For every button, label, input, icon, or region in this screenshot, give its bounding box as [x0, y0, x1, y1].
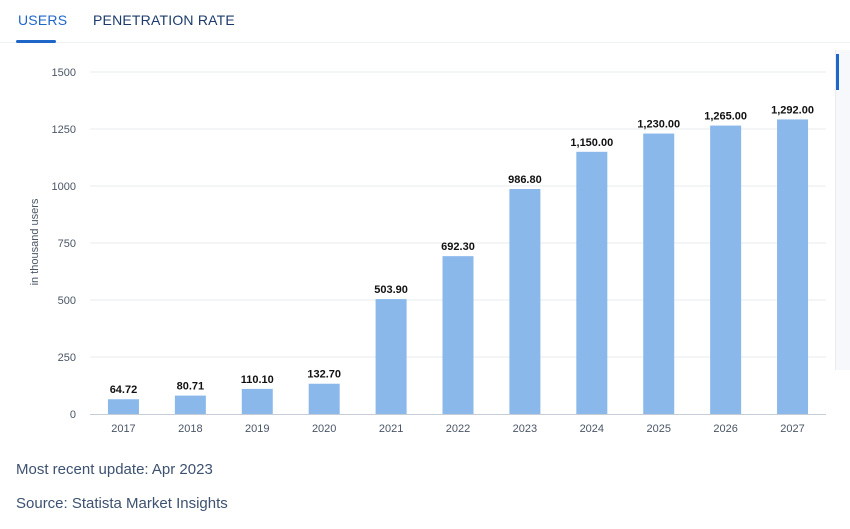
y-tick-label: 1000 — [52, 181, 76, 193]
bar-2026[interactable] — [710, 125, 742, 414]
x-tick-label: 2022 — [446, 423, 470, 435]
bar-2018[interactable] — [174, 395, 206, 414]
bar-2022[interactable] — [442, 256, 474, 414]
bar-2027[interactable] — [777, 119, 809, 414]
data-label-2018: 80.71 — [177, 381, 205, 393]
tab-bar: USERS PENETRATION RATE — [0, 0, 850, 43]
y-tick-label: 0 — [70, 409, 76, 421]
y-tick-label: 250 — [58, 352, 76, 364]
y-tick-label: 1250 — [52, 124, 76, 136]
side-panel-accent — [836, 54, 839, 90]
bar-2017[interactable] — [107, 399, 139, 414]
y-tick-label: 500 — [58, 295, 76, 307]
y-axis-label: in thousand users — [29, 198, 41, 285]
x-tick-label: 2023 — [513, 423, 537, 435]
data-label-2027: 1,292.00 — [771, 104, 814, 116]
footer-update-note: Most recent update: Apr 2023 — [16, 461, 213, 478]
y-tick-label: 750 — [58, 238, 76, 250]
x-tick-label: 2027 — [780, 423, 804, 435]
side-panel-edge — [835, 50, 850, 370]
bar-2019[interactable] — [241, 388, 273, 414]
y-tick-label: 1500 — [52, 67, 76, 79]
bar-2024[interactable] — [576, 151, 608, 415]
data-labels: 64.72 80.71 110.10 132.70 503.90 692.30 986.80… — [110, 104, 814, 396]
x-tick-label: 2026 — [713, 423, 737, 435]
data-label-2026: 1,265.00 — [704, 111, 747, 123]
x-tick-label: 2020 — [312, 423, 336, 435]
data-label-2020: 132.70 — [307, 369, 341, 381]
bar-2023[interactable] — [509, 189, 541, 414]
x-tick-label: 2019 — [245, 423, 269, 435]
data-label-2023: 986.80 — [508, 174, 542, 186]
x-axis-ticks: 2017 2018 2019 2020 2021 2022 2023 2024 2025 2026… — [111, 423, 805, 435]
x-tick-label: 2024 — [580, 423, 604, 435]
x-tick-label: 2018 — [178, 423, 202, 435]
bar-2025[interactable] — [643, 133, 675, 414]
bar-chart: 0 250 500 750 1000 1250 1500 64.72 80.71 110.10 1… — [29, 67, 826, 435]
bar-2020[interactable] — [308, 383, 340, 414]
x-tick-label: 2021 — [379, 423, 403, 435]
footer-source-note: Source: Statista Market Insights — [16, 495, 228, 512]
tab-penetration-rate[interactable]: PENETRATION RATE — [93, 12, 235, 28]
y-axis-ticks: 0 250 500 750 1000 1250 1500 — [52, 67, 76, 421]
data-label-2024: 1,150.00 — [570, 137, 613, 149]
data-label-2019: 110.10 — [241, 374, 274, 386]
data-label-2017: 64.72 — [110, 384, 138, 396]
bar-2021[interactable] — [375, 299, 407, 414]
data-label-2022: 692.30 — [441, 241, 475, 253]
bars — [107, 119, 809, 415]
x-tick-label: 2025 — [646, 423, 670, 435]
data-label-2025: 1,230.00 — [637, 119, 680, 131]
x-tick-label: 2017 — [111, 423, 135, 435]
data-label-2021: 503.90 — [374, 284, 408, 296]
